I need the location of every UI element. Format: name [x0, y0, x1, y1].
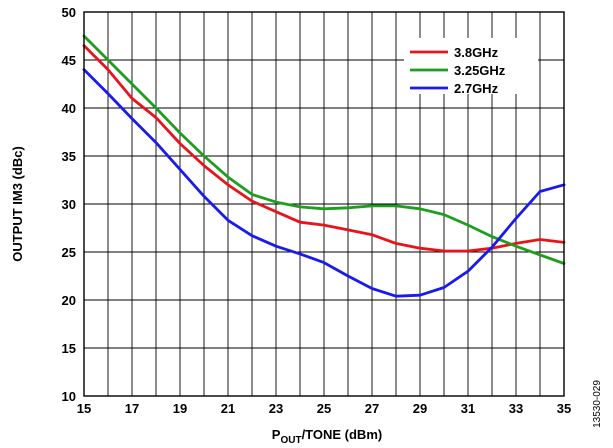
series-line: [82, 44, 566, 253]
y-tick-label: 30: [62, 197, 76, 212]
legend: 3.8GHz 3.25GHz 2.7GHz: [404, 38, 538, 96]
x-tick-label: 21: [221, 401, 235, 416]
x-axis-title-rest: /TONE (dBm): [302, 427, 383, 442]
y-tick-label: 25: [62, 245, 76, 260]
plot-frame: [83, 11, 565, 397]
x-tick-label: 25: [317, 401, 331, 416]
legend-label: 2.7GHz: [454, 81, 499, 96]
x-axis-title-subscript: OUT: [280, 435, 301, 446]
series-line: [82, 34, 566, 265]
x-tick-label: 31: [461, 401, 475, 416]
y-tick-label: 15: [62, 341, 76, 356]
y-tick-label: 50: [62, 5, 76, 20]
y-tick-label: 10: [62, 389, 76, 404]
x-axis-title-main: P: [272, 427, 281, 442]
series-lines: [82, 34, 566, 298]
legend-label: 3.25GHz: [454, 63, 506, 78]
x-tick-label: 19: [173, 401, 187, 416]
y-tick-label: 40: [62, 101, 76, 116]
x-tick-label: 17: [125, 401, 139, 416]
y-tick-labels: 10 15 20 25 30 35 40 45 50: [62, 5, 76, 404]
legend-box: [404, 38, 538, 94]
legend-label: 3.8GHz: [454, 45, 499, 60]
series-line: [82, 68, 566, 298]
x-tick-label: 23: [269, 401, 283, 416]
x-tick-label: 27: [365, 401, 379, 416]
x-axis-title: POUT/TONE (dBm): [272, 427, 382, 446]
x-tick-label: 33: [509, 401, 523, 416]
x-tick-label: 29: [413, 401, 427, 416]
figure-id: 13530-029: [592, 380, 603, 428]
x-tick-labels: 15 17 19 21 23 25 27 29 31 33 35: [77, 401, 571, 416]
y-tick-label: 20: [62, 293, 76, 308]
y-axis-title: OUTPUT IM3 (dBc): [10, 146, 25, 262]
x-tick-label: 15: [77, 401, 91, 416]
y-tick-label: 35: [62, 149, 76, 164]
x-tick-label: 35: [557, 401, 571, 416]
y-tick-label: 45: [62, 53, 76, 68]
